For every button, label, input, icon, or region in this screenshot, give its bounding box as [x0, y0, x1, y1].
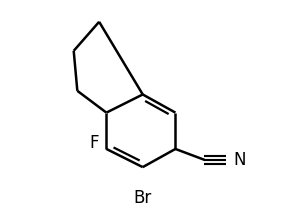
Text: F: F	[89, 135, 98, 152]
Text: N: N	[234, 151, 246, 169]
Text: Br: Br	[134, 189, 152, 206]
